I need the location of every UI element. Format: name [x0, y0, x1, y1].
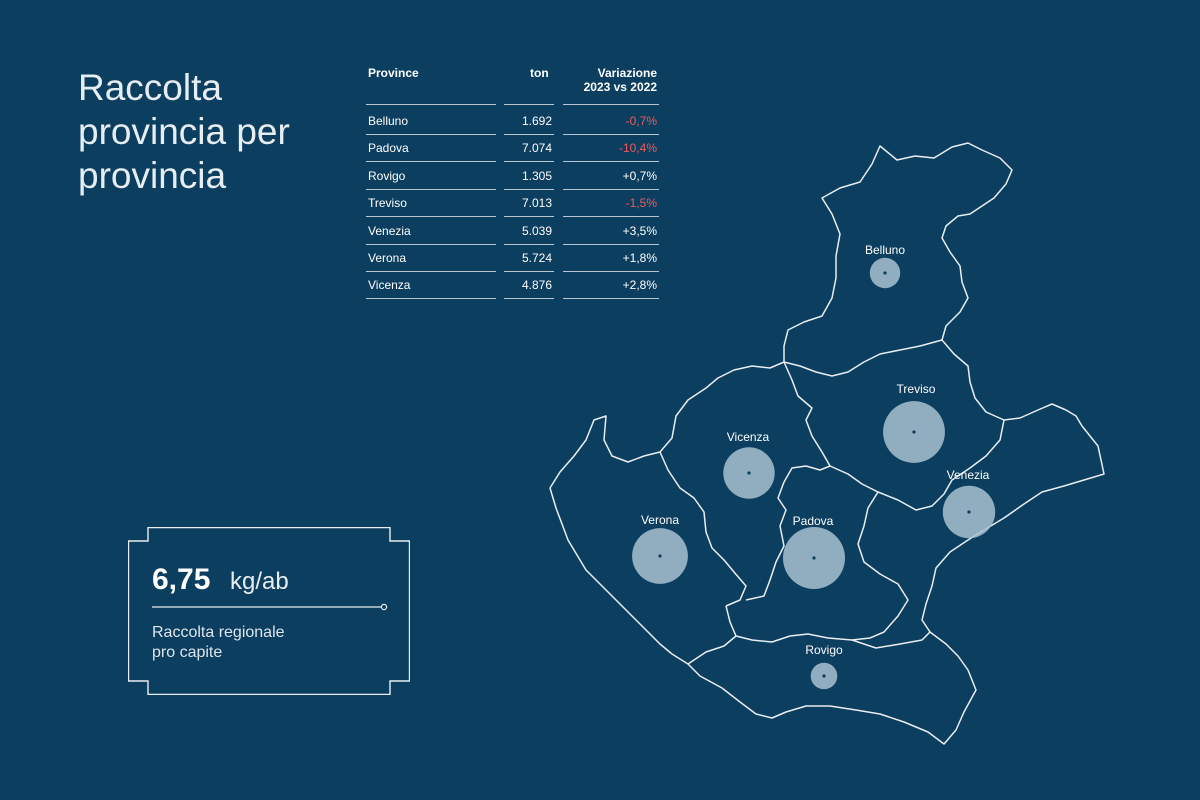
- header-variation-line-1: Variazione: [597, 66, 657, 80]
- cell-ton: 1.305: [521, 168, 552, 183]
- border-belluno: [783, 339, 943, 377]
- bubble-center-verona: [658, 554, 662, 558]
- cell-variation: +2,8%: [622, 278, 657, 293]
- cell-province: Padova: [368, 141, 409, 156]
- map-label-belluno: Belluno: [865, 243, 905, 257]
- row-rule: [504, 216, 554, 218]
- row-rule: [563, 298, 659, 300]
- header-ton: ton: [530, 66, 549, 80]
- map-label-verona: Verona: [641, 513, 679, 527]
- row-rule: [563, 188, 659, 190]
- row-rule: [563, 271, 659, 272]
- cell-ton: 5.039: [521, 223, 552, 238]
- map-label-rovigo: Rovigo: [805, 643, 843, 657]
- cell-province: Verona: [368, 251, 407, 265]
- map-label-venezia: Venezia: [947, 468, 990, 482]
- cell-variation: +1,8%: [622, 251, 657, 265]
- row-rule: [366, 216, 496, 218]
- row-rule: [504, 134, 554, 135]
- row-rule: [366, 243, 496, 245]
- header-rule: [563, 104, 659, 105]
- cell-ton: 1.692: [521, 114, 552, 128]
- bubble-center-vicenza: [747, 471, 751, 475]
- cell-province: Rovigo: [368, 168, 406, 183]
- title-line-1: Raccolta: [78, 67, 222, 108]
- cell-ton: 5.724: [521, 251, 552, 265]
- header-province: Province: [368, 66, 419, 80]
- row-rule: [563, 134, 659, 135]
- bubble-center-venezia: [967, 510, 971, 514]
- map-label-treviso: Treviso: [897, 382, 936, 396]
- cell-variation: -10,4%: [618, 141, 657, 156]
- row-rule: [504, 188, 554, 190]
- header-rule: [366, 104, 496, 105]
- cell-ton: 4.876: [521, 278, 552, 293]
- row-rule: [563, 161, 659, 163]
- bubble-center-rovigo: [822, 674, 826, 678]
- row-rule: [504, 243, 554, 245]
- cell-variation: -1,5%: [625, 196, 657, 211]
- border-treviso-south: [829, 419, 1005, 511]
- border-verona-padova: [725, 605, 737, 637]
- cell-province: Venezia: [368, 223, 411, 238]
- page-title: Raccolta provincia per provincia: [78, 66, 378, 198]
- row-rule: [366, 298, 496, 300]
- map-label-padova: Padova: [793, 514, 834, 528]
- title-line-3: provincia: [78, 155, 227, 196]
- stat-unit: kg/ab: [230, 568, 289, 595]
- cell-variation: -0,7%: [625, 114, 657, 128]
- stat-frame: [128, 527, 410, 695]
- row-rule: [563, 243, 659, 245]
- cell-province: Belluno: [368, 114, 409, 128]
- bubble-center-belluno: [883, 271, 887, 275]
- row-rule: [366, 134, 496, 135]
- stat-caption-line-2: pro capite: [152, 644, 223, 661]
- row-rule: [366, 188, 496, 190]
- cell-province: Vicenza: [368, 278, 411, 293]
- row-rule: [504, 298, 554, 300]
- row-rule: [366, 161, 496, 163]
- border-vicenza-treviso: [783, 361, 831, 483]
- bubble-center-treviso: [912, 430, 916, 434]
- row-rule: [366, 271, 496, 272]
- stat-caption: Raccolta regionale pro capite: [152, 623, 372, 663]
- stat-value: 6,75: [152, 563, 211, 596]
- border-vicenza-verona: [659, 451, 747, 607]
- province-bubbles: Belluno Treviso Vicenza Venezia Verona Padova…: [632, 243, 996, 690]
- cell-variation: +0,7%: [622, 168, 657, 183]
- region-borders: [549, 142, 1105, 745]
- border-rovigo: [687, 631, 931, 665]
- row-rule: [504, 271, 554, 272]
- cell-ton: 7.074: [521, 141, 552, 156]
- stat-caption-line-1: Raccolta regionale: [152, 624, 285, 641]
- title-line-2: provincia per: [78, 111, 290, 152]
- border-vicenza-padova: [745, 481, 787, 601]
- header-rule: [504, 104, 554, 105]
- region-outline: [549, 142, 1105, 745]
- row-rule: [504, 161, 554, 163]
- cell-ton: 7.013: [521, 196, 552, 211]
- cell-variation: +3,5%: [622, 223, 657, 238]
- stat-divider-dot: [380, 603, 388, 611]
- header-variation-line-2: 2023 vs 2022: [583, 80, 657, 94]
- cell-province: Treviso: [368, 196, 407, 211]
- bubble-center-padova: [812, 556, 816, 560]
- regional-stat-box: 6,75 kg/ab Raccolta regionale pro capite: [128, 527, 410, 695]
- map-label-vicenza: Vicenza: [727, 430, 770, 444]
- border-padova-venezia: [851, 491, 909, 641]
- row-rule: [563, 216, 659, 218]
